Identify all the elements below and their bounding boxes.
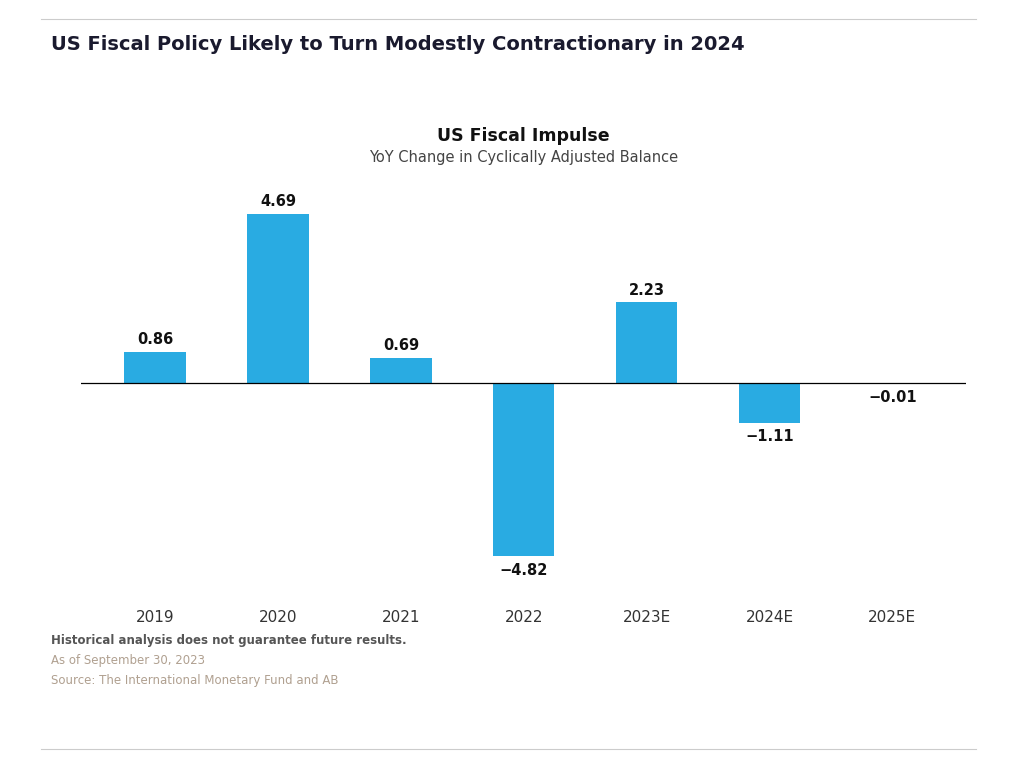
Text: 4.69: 4.69	[260, 194, 296, 209]
Text: 0.69: 0.69	[382, 339, 419, 353]
Text: −1.11: −1.11	[745, 429, 794, 444]
Text: 2.23: 2.23	[629, 283, 665, 298]
Bar	[124, 352, 186, 382]
Text: −0.01: −0.01	[869, 389, 916, 405]
Text: −4.82: −4.82	[499, 563, 548, 578]
Text: US Fiscal Impulse: US Fiscal Impulse	[437, 127, 610, 144]
Text: 0.86: 0.86	[137, 333, 173, 347]
Bar	[738, 382, 800, 422]
Text: Source: The International Monetary Fund and AB: Source: The International Monetary Fund …	[51, 674, 339, 687]
Text: YoY Change in Cyclically Adjusted Balance: YoY Change in Cyclically Adjusted Balanc…	[369, 150, 678, 165]
Text: Historical analysis does not guarantee future results.: Historical analysis does not guarantee f…	[51, 634, 407, 647]
Text: US Fiscal Policy Likely to Turn Modestly Contractionary in 2024: US Fiscal Policy Likely to Turn Modestly…	[51, 35, 744, 54]
Bar	[247, 214, 309, 382]
Bar	[616, 303, 677, 382]
Text: As of September 30, 2023: As of September 30, 2023	[51, 654, 204, 667]
Bar	[493, 382, 554, 557]
Bar	[370, 358, 431, 382]
